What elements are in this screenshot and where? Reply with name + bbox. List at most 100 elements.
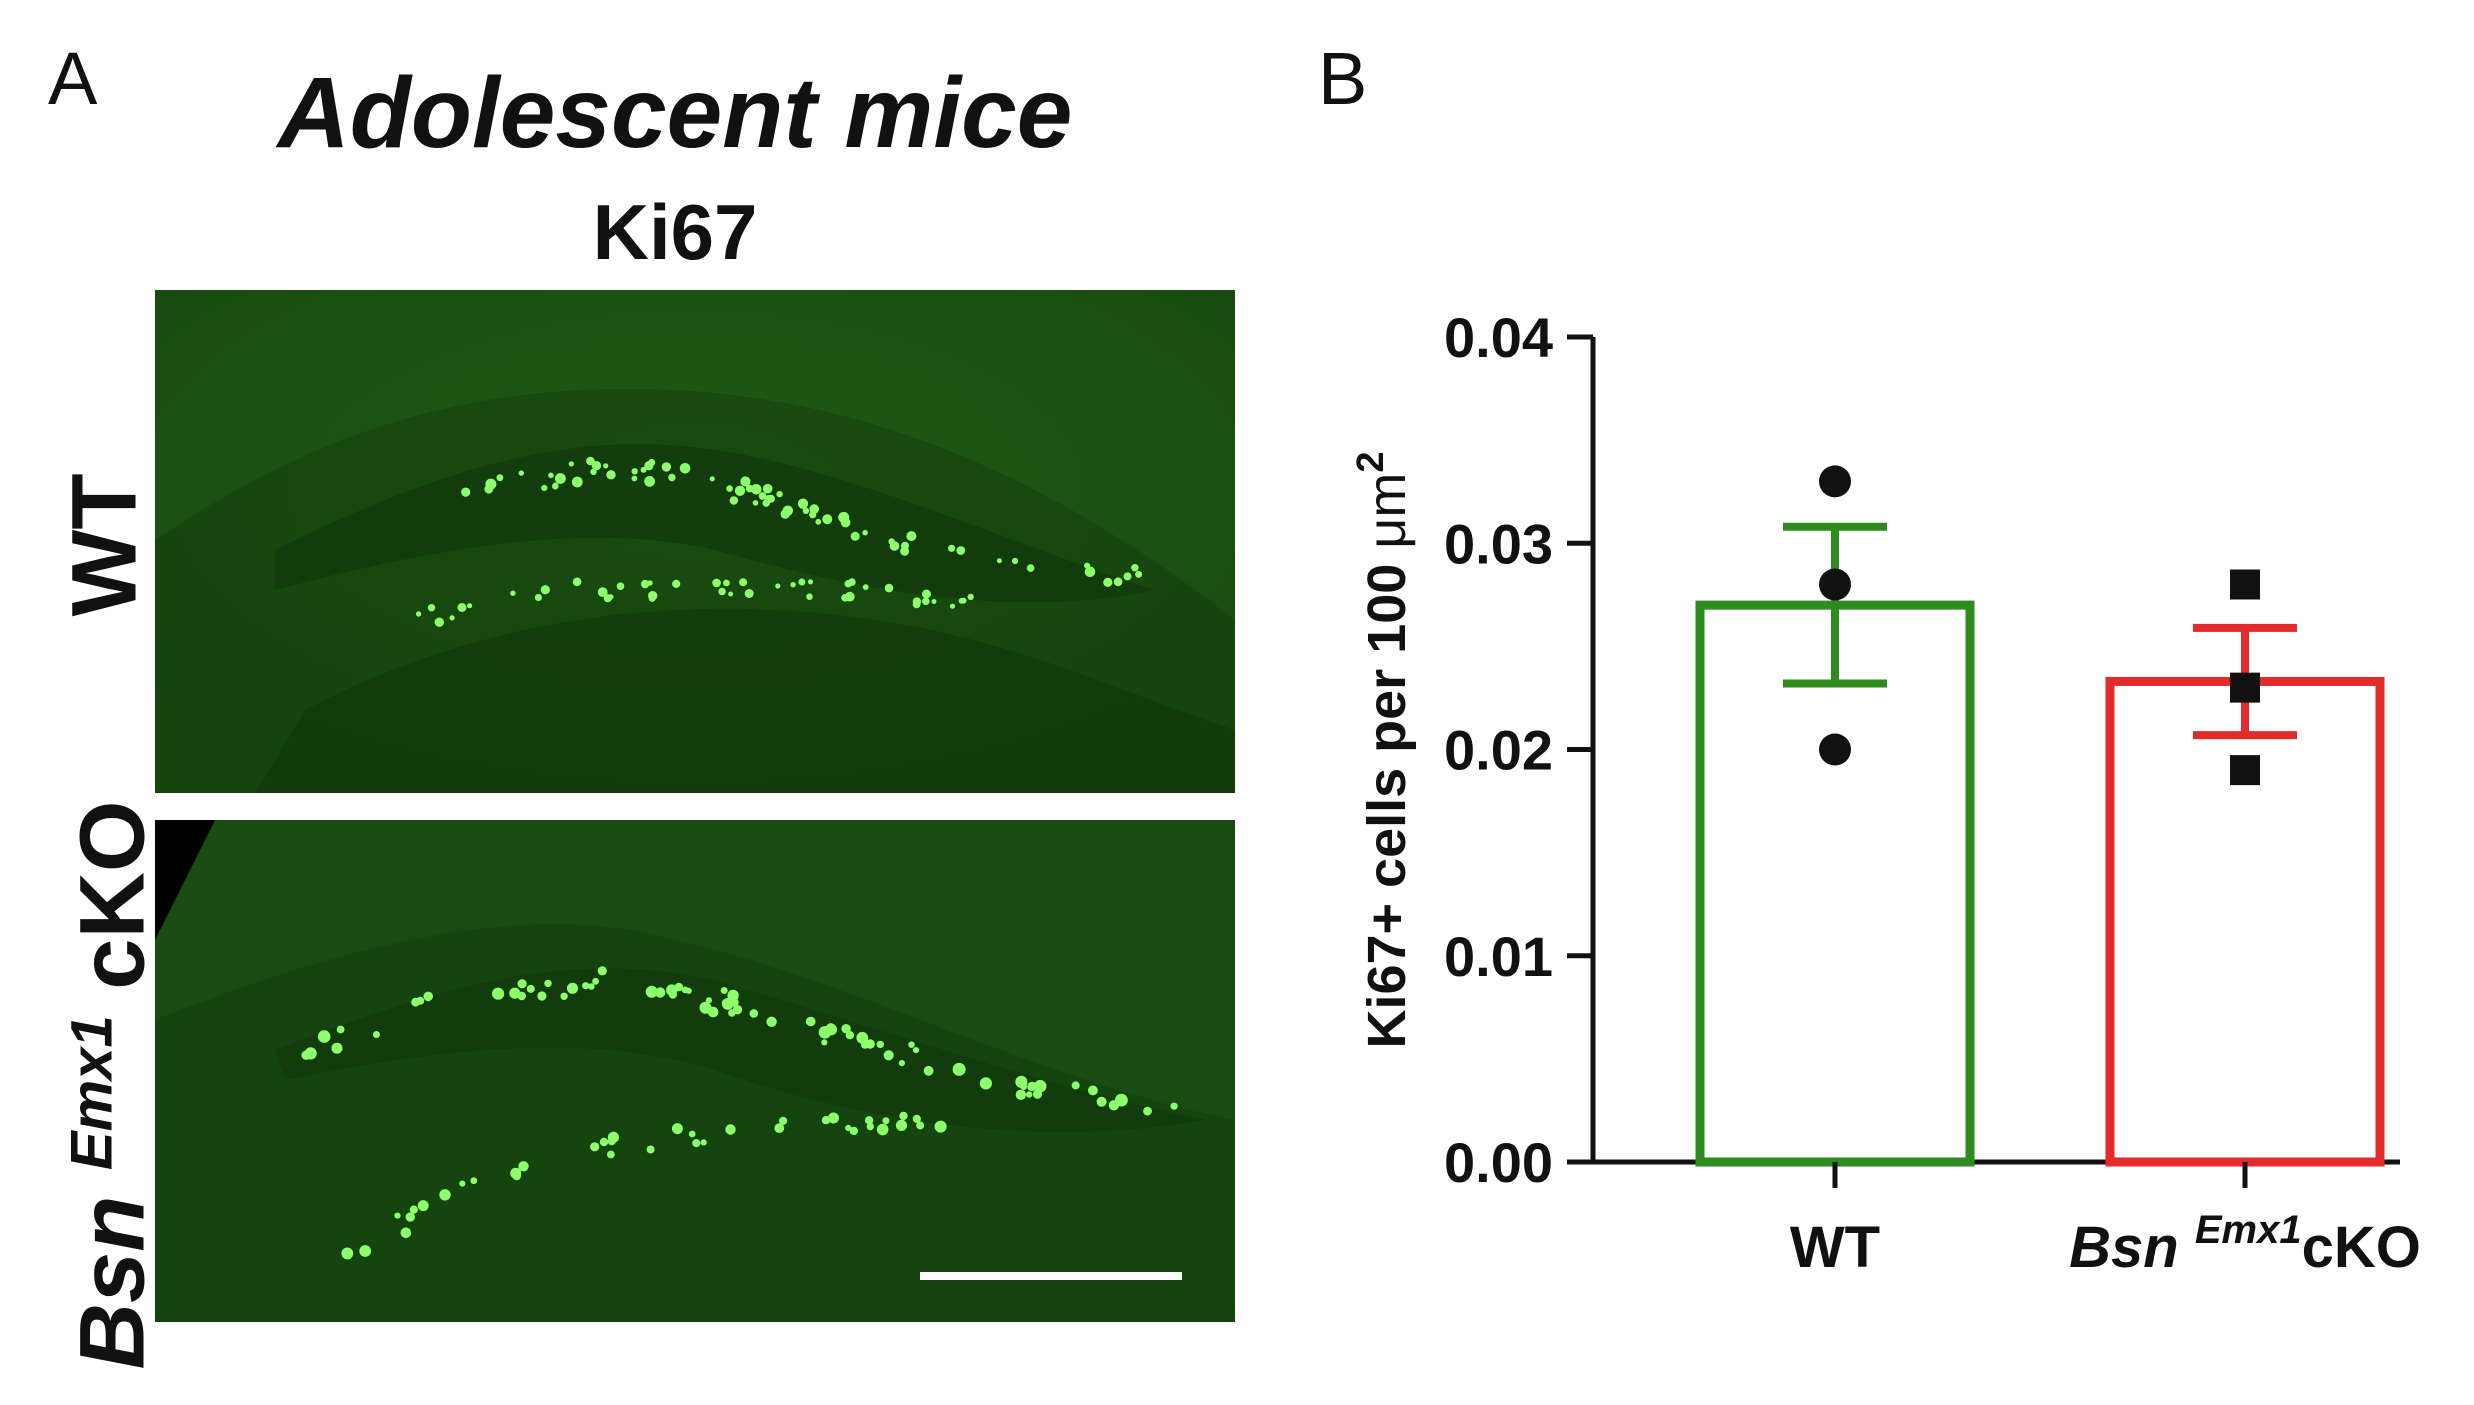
cell-dot — [572, 577, 582, 587]
cell-dot — [898, 1060, 906, 1067]
cell-dot — [865, 1116, 874, 1125]
cell-dot — [899, 1111, 908, 1121]
cell-dot — [931, 599, 937, 604]
cell-dot — [934, 1120, 947, 1133]
cell-dot — [1071, 1081, 1080, 1090]
y-tick-label: 0.01 — [1444, 925, 1553, 988]
cell-dot — [648, 594, 656, 602]
cell-dot — [597, 587, 608, 597]
figure-title: Adolescent mice — [277, 57, 1073, 169]
cell-dot — [644, 461, 654, 471]
cell-dot — [1026, 564, 1035, 572]
cell-dot — [960, 597, 967, 604]
cell-dot — [862, 529, 868, 536]
cell-dot — [752, 500, 759, 506]
cell-dot — [566, 982, 579, 994]
cell-dot — [405, 1212, 415, 1222]
cell-dot — [571, 476, 583, 488]
cell-dot — [967, 593, 974, 601]
cell-dot — [540, 585, 550, 595]
cell-dot — [922, 589, 931, 599]
cell-dot — [1123, 572, 1132, 581]
cell-dot — [1015, 1089, 1027, 1100]
cell-dot — [517, 991, 526, 1001]
cell-dot — [1026, 1091, 1033, 1098]
cell-dot — [726, 485, 733, 492]
cell-dot — [758, 492, 767, 500]
cell-dot — [644, 476, 655, 487]
cell-dot — [866, 1122, 874, 1131]
cell-dot — [607, 594, 614, 600]
cell-dot — [822, 514, 833, 525]
cell-dot — [590, 1142, 600, 1152]
cell-dot — [775, 583, 781, 589]
cell-dot — [948, 544, 956, 552]
cell-dot — [1135, 570, 1143, 578]
cell-dot — [762, 483, 773, 494]
cell-dot — [616, 582, 625, 590]
cell-dot — [457, 603, 467, 612]
cell-dot — [568, 461, 574, 467]
cell-dot — [409, 1205, 418, 1214]
cell-dot — [705, 997, 713, 1004]
cell-dot — [979, 1077, 993, 1090]
cell-dot — [721, 998, 734, 1010]
cell-dot — [797, 498, 809, 509]
cell-dot — [749, 1009, 759, 1018]
bar — [2105, 676, 2385, 1167]
cell-dot — [631, 475, 638, 482]
cell-dot — [844, 591, 855, 602]
cell-dot — [461, 487, 471, 497]
cell-dot — [372, 1031, 380, 1038]
cell-dot — [336, 1025, 345, 1034]
cell-dot — [821, 1116, 831, 1125]
cell-dot — [671, 1123, 683, 1135]
cell-dot — [603, 463, 609, 469]
cell-dot — [780, 509, 790, 519]
cell-dot — [668, 990, 678, 999]
panel-a-letter: A — [48, 37, 98, 120]
cell-dot — [517, 979, 527, 989]
cell-dot — [728, 591, 734, 597]
cell-dot — [750, 484, 762, 495]
cell-dot — [582, 982, 590, 990]
cell-dot — [301, 1050, 311, 1060]
cell-dot — [884, 583, 894, 593]
micrograph-cko-image — [155, 820, 1235, 1322]
data-point — [1819, 568, 1851, 601]
cell-dot — [417, 1200, 429, 1212]
cell-dot — [459, 1180, 466, 1187]
cell-dot — [606, 470, 616, 480]
cell-dot — [674, 982, 684, 992]
cell-dot — [492, 987, 505, 1000]
bar — [1695, 600, 1975, 1167]
cell-dot — [415, 611, 422, 617]
cell-dot — [672, 579, 681, 588]
cell-dot — [895, 1119, 908, 1131]
cell-dot — [607, 1150, 615, 1159]
y-tick-label: 0.03 — [1444, 512, 1553, 575]
cell-dot — [916, 1121, 925, 1130]
cell-dot — [779, 1116, 788, 1125]
x-tick-label: Bsn Emx1cKO — [2069, 1208, 2421, 1280]
cell-dot — [470, 1177, 478, 1185]
cell-dot — [541, 484, 548, 491]
cell-dot — [949, 603, 956, 609]
x-tick-label: WT — [1790, 1215, 1880, 1280]
cell-dot — [828, 1112, 839, 1124]
cell-dot — [1113, 577, 1123, 587]
cell-dot — [496, 474, 504, 482]
cell-dot — [740, 476, 751, 487]
data-point — [1819, 733, 1851, 766]
micrograph-wt-image — [155, 290, 1235, 793]
cell-dot — [876, 1123, 889, 1136]
cell-dot — [802, 507, 810, 514]
cell-dot — [725, 1124, 736, 1135]
cell-dot — [1131, 564, 1139, 572]
cell-dot — [518, 1161, 529, 1172]
cell-dot — [912, 1047, 920, 1054]
cell-dot — [1033, 1079, 1047, 1093]
cell-dot — [1020, 1083, 1027, 1090]
cell-dot — [729, 496, 738, 505]
cell-dot — [1011, 557, 1019, 565]
